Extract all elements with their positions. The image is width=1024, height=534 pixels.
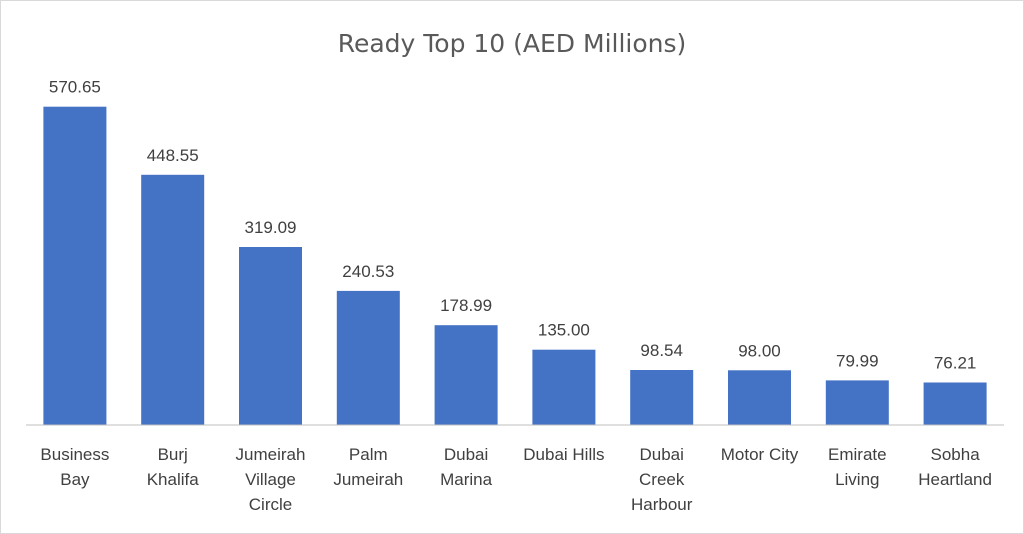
data-label: 570.65 [49, 78, 101, 97]
data-label: 98.54 [640, 341, 683, 360]
category-label: Creek [639, 470, 685, 489]
data-label: 76.21 [934, 354, 977, 373]
bar [532, 349, 596, 425]
category-label: Khalifa [147, 470, 200, 489]
data-label: 240.53 [342, 262, 394, 281]
category-label: Jumeirah [236, 445, 306, 464]
bar [43, 106, 107, 425]
category-label: Marina [440, 470, 493, 489]
category-label: Palm [349, 445, 388, 464]
category-label: Motor City [721, 445, 799, 464]
bar [825, 380, 889, 425]
category-label: Sobha [931, 445, 981, 464]
data-label: 319.09 [245, 218, 297, 237]
data-label: 98.00 [738, 341, 781, 360]
data-label: 135.00 [538, 321, 590, 340]
data-label: 178.99 [440, 296, 492, 315]
bar [923, 382, 987, 425]
value-labels-layer: 570.65 448.55 319.09 240.53 178.99 135.00 98.5… [49, 78, 976, 373]
bar [630, 370, 694, 425]
category-label: Business [40, 445, 109, 464]
data-label: 79.99 [836, 351, 879, 370]
category-label: Burj [158, 445, 188, 464]
category-label: Jumeirah [333, 470, 403, 489]
category-label: Dubai [444, 445, 488, 464]
category-label: Heartland [918, 470, 992, 489]
category-labels-layer: Business Bay Burj Khalifa Jumeirah Village Cir… [40, 445, 992, 514]
bars-layer [43, 106, 987, 425]
category-label: Bay [60, 470, 90, 489]
bar [239, 247, 302, 425]
category-label: Village [245, 470, 296, 489]
bar [434, 325, 498, 425]
bar [141, 174, 205, 425]
chart-title: Ready Top 10 (AED Millions) [338, 29, 687, 58]
category-label: Harbour [631, 495, 693, 514]
category-label: Dubai Hills [523, 445, 604, 464]
category-label: Dubai [639, 445, 683, 464]
category-label: Emirate [828, 445, 887, 464]
bar [728, 370, 791, 425]
category-label: Circle [249, 495, 292, 514]
category-label: Living [835, 470, 879, 489]
bar [336, 290, 400, 425]
data-label: 448.55 [147, 146, 199, 165]
